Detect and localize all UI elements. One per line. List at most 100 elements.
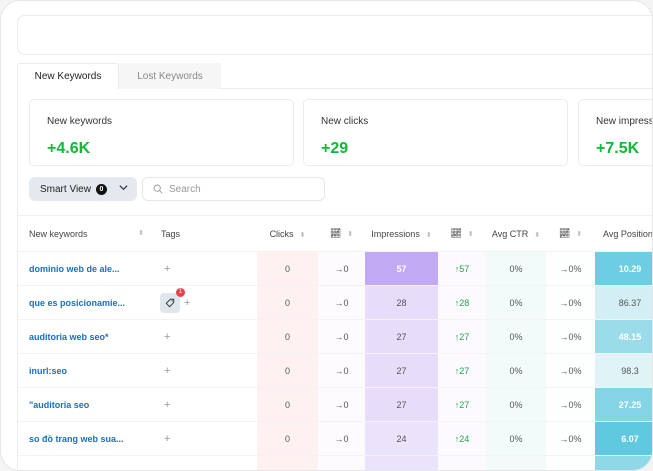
clicks-trend-cell: →0 (318, 285, 365, 320)
tab-lost-keywords[interactable]: Lost Keywords (119, 63, 221, 89)
top-panel (17, 15, 652, 55)
col-header-ctr-trend[interactable]: 📈︎ ⬍ (546, 215, 595, 252)
position-cell: 48.15 (595, 319, 652, 354)
tags-cell: + (150, 319, 257, 354)
col-header-clicks[interactable]: Clicks ⬍ (257, 215, 318, 252)
search-icon (153, 184, 163, 194)
table-row (18, 455, 652, 470)
clicks-trend-cell: →0 (318, 353, 365, 388)
impressions-cell: 27 (365, 353, 438, 388)
ctr-trend-cell: →0% (546, 251, 595, 286)
add-tag-button[interactable]: + (164, 262, 171, 275)
stat-card-new-keywords: New keywords +4.6K (29, 99, 294, 166)
chart-icon: 📈︎ (558, 228, 571, 238)
keywords-table: New keywords ⬍ Tags Clicks ⬍ 📈︎ ⬍ Impressio… (18, 215, 652, 470)
keyword-link[interactable]: inurl:seo (18, 353, 150, 388)
col-header-impressions[interactable]: Impressions ⬍ (365, 215, 438, 252)
ctr-cell: 0% (486, 387, 546, 422)
stat-label: New impress (596, 116, 653, 127)
search-input[interactable] (169, 183, 309, 195)
impressions-trend-cell: ↑57 (438, 251, 486, 286)
add-tag-button[interactable]: + (164, 398, 171, 411)
position-cell: 10.29 (595, 251, 652, 286)
chart-icon: 📈︎ (450, 228, 462, 238)
position-cell: 27.25 (595, 387, 652, 422)
ctr-cell: 0% (486, 285, 546, 320)
chevron-down-icon (119, 185, 128, 191)
keyword-link[interactable]: auditoria web seo* (18, 319, 150, 354)
ctr-cell: 0% (486, 251, 546, 286)
tags-cell: + (150, 387, 257, 422)
add-tag-button[interactable]: + (164, 364, 171, 377)
col-header-impressions-trend[interactable]: 📈︎ ⬍ (438, 215, 486, 252)
ctr-trend-cell: →0% (546, 285, 595, 320)
position-cell: 98.3 (595, 353, 652, 388)
tag-count-badge: 1 (176, 287, 185, 297)
impressions-cell: 57 (365, 251, 438, 286)
table-row: "auditoria seo + 0 →0 27 ↑27 0% →0% 27.2… (18, 387, 652, 422)
tab-bar: New Keywords Lost Keywords (17, 63, 652, 89)
table-row: auditoria web seo* + 0 →0 27 ↑27 0% →0% … (18, 319, 652, 354)
clicks-trend-cell: →0 (318, 387, 365, 422)
smart-view-label: Smart View (40, 183, 91, 195)
tags-cell: + (150, 421, 257, 456)
clicks-cell: 0 (257, 421, 318, 456)
sort-icon: ⬍ (425, 231, 432, 239)
sort-icon: ⬍ (534, 231, 541, 239)
clicks-cell: 0 (257, 387, 318, 422)
tags-cell: 1 + (150, 285, 257, 320)
col-header-ctr[interactable]: Avg CTR ⬍ (486, 215, 546, 252)
ctr-trend-cell: →0% (546, 421, 595, 456)
stat-value: +7.5K (596, 140, 640, 157)
table-row: inurl:seo + 0 →0 27 ↑27 0% →0% 98.3 (18, 353, 652, 388)
col-header-keyword[interactable]: New keywords ⬍ (18, 215, 150, 252)
sort-icon: ⬍ (576, 231, 583, 238)
sort-icon: ⬍ (138, 229, 144, 237)
tag-icon (165, 298, 175, 307)
clicks-cell: 0 (257, 319, 318, 354)
ctr-cell: 0% (486, 421, 546, 456)
ctr-cell: 0% (486, 353, 546, 388)
impressions-trend-cell: ↑27 (438, 353, 486, 388)
stat-card-new-clicks: New clicks +29 (303, 99, 568, 166)
ctr-trend-cell: →0% (546, 353, 595, 388)
col-header-tags: Tags (150, 215, 257, 252)
stat-label: New clicks (321, 116, 369, 127)
impressions-trend-cell: ↑28 (438, 285, 486, 320)
col-header-clicks-trend[interactable]: 📈︎ ⬍ (318, 215, 365, 252)
add-tag-button[interactable]: + (164, 330, 171, 343)
stat-label: New keywords (47, 116, 113, 127)
tab-panel: New keywords +4.6K New clicks +29 New im… (17, 89, 653, 470)
keyword-link[interactable]: "auditoria seo (18, 387, 150, 422)
keyword-link[interactable]: so đồ trang web sua... (18, 421, 150, 456)
table-header-row: New keywords ⬍ Tags Clicks ⬍ 📈︎ ⬍ Impressio… (18, 215, 652, 252)
search-box (142, 177, 325, 201)
keyword-link[interactable]: dominio web de ale... (18, 251, 150, 286)
tab-new-keywords[interactable]: New Keywords (17, 63, 119, 89)
impressions-cell: 27 (365, 319, 438, 354)
position-cell: 6.07 (595, 421, 652, 456)
tags-cell: + (150, 251, 257, 286)
position-cell: 86.37 (595, 285, 652, 320)
impressions-cell: 27 (365, 387, 438, 422)
keyword-link[interactable]: que es posicionamie... (18, 285, 150, 320)
add-tag-button[interactable]: + (164, 432, 171, 445)
sort-icon: ⬍ (467, 231, 474, 238)
chart-icon: 📈︎ (329, 228, 342, 238)
tag-button[interactable]: 1 (160, 287, 185, 313)
add-tag-button[interactable]: + (184, 296, 191, 309)
smart-view-dropdown[interactable]: Smart View 0 (29, 177, 137, 201)
clicks-cell: 0 (257, 251, 318, 286)
col-header-position[interactable]: Avg Position (595, 215, 652, 252)
table-row: so đồ trang web sua... + 0 →0 24 ↑24 0% … (18, 421, 652, 456)
impressions-cell: 28 (365, 285, 438, 320)
clicks-trend-cell: →0 (318, 319, 365, 354)
table-row: dominio web de ale... + 0 →0 57 ↑57 0% →… (18, 251, 652, 286)
sort-icon: ⬍ (299, 231, 306, 239)
smart-view-count-badge: 0 (95, 183, 107, 195)
ctr-trend-cell: →0% (546, 319, 595, 354)
impressions-trend-cell: ↑27 (438, 387, 486, 422)
clicks-cell: 0 (257, 285, 318, 320)
sort-icon: ⬍ (347, 231, 354, 238)
